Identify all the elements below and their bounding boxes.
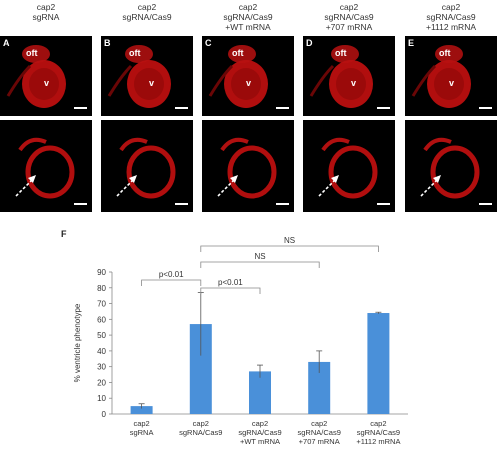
category-label: cap2 [370,419,386,428]
panel-letter-b: B [104,38,111,48]
ventricle-label: v [449,78,455,88]
y-tick-label: 90 [97,268,106,277]
scale-bar [479,107,492,109]
category-label: +1112 mRNA [356,437,400,446]
category-label: cap2 [193,419,209,428]
oft-label: oft [129,48,141,58]
category-label: sgRNA/Cas9 [238,428,281,437]
ventricle-label: v [44,78,50,88]
y-tick-label: 10 [97,394,106,403]
significance-label: p<0.01 [218,278,243,287]
figure-letter-f: F [61,229,67,239]
panel-letter-c: C [205,38,212,48]
heart-section-image-a [0,120,92,212]
panel-letter-a: A [3,38,10,48]
bar-3 [308,361,331,414]
y-tick-label: 50 [97,331,106,340]
column-label-d: cap2 sgRNA/Cas9 +707 mRNA [324,2,374,32]
scale-bar [377,203,390,205]
oft-label: oft [439,48,451,58]
y-tick-label: 40 [97,347,106,356]
panel-letter-e: E [408,38,415,48]
heart-section-image-e [405,120,497,212]
column-label-e: cap2 sgRNA/Cas9 +1112 mRNA [426,2,476,32]
y-tick-label: 0 [102,410,107,419]
bar-4 [367,313,390,414]
scale-bar [276,203,289,205]
column-label-c: cap2 sgRNA/Cas9 +WT mRNA [223,2,273,32]
significance-label: p<0.01 [159,270,184,279]
y-axis-label: % ventricle phenotype [73,303,82,382]
y-tick-label: 60 [97,315,106,324]
bar-1 [189,324,212,414]
category-label: +707 mRNA [299,437,340,446]
category-label: sgRNA/Cas9 [179,428,222,437]
category-label: sgRNA/Cas9 [357,428,400,437]
significance-bracket: NS [200,236,379,252]
ventricle-label: v [149,78,155,88]
y-tick-label: 80 [97,284,106,293]
panel-letter-d: D [306,38,313,48]
category-label: sgRNA/Cas9 [298,428,341,437]
category-label: sgRNA [130,428,154,437]
oft-label: oft [232,48,244,58]
scale-bar [479,203,492,205]
significance-bracket: NS [200,252,320,268]
category-label: cap2 [252,419,268,428]
category-label: +WT mRNA [240,437,280,446]
heart-section-image-b [101,120,193,212]
heart-section-image-d [303,120,395,212]
y-tick-label: 20 [97,378,106,387]
scale-bar [74,107,87,109]
significance-bracket: p<0.01 [200,278,261,294]
oft-label: oft [335,48,347,58]
significance-label: NS [254,252,265,261]
ventricle-label: v [351,78,357,88]
column-label-b: cap2 sgRNA/Cas9 [122,2,172,22]
scale-bar [175,203,188,205]
oft-label: oft [26,48,38,58]
scale-bar [377,107,390,109]
scale-bar [175,107,188,109]
y-tick-label: 30 [97,363,106,372]
bar-chart: 0 10 20 30 40 50 60 70 80 90 % ventricle phenotype… [73,236,408,446]
scale-bar [74,203,87,205]
bar-0 [130,406,153,414]
significance-label: NS [284,236,295,245]
bar-2 [249,371,271,414]
significance-bracket: p<0.01 [141,270,202,286]
category-label: cap2 [133,419,149,428]
y-tick-label: 70 [97,300,106,309]
ventricle-label: v [246,78,252,88]
category-label: cap2 [311,419,327,428]
heart-section-image-c [202,120,294,212]
column-label-a: cap2 sgRNA [32,2,60,22]
scale-bar [276,107,289,109]
